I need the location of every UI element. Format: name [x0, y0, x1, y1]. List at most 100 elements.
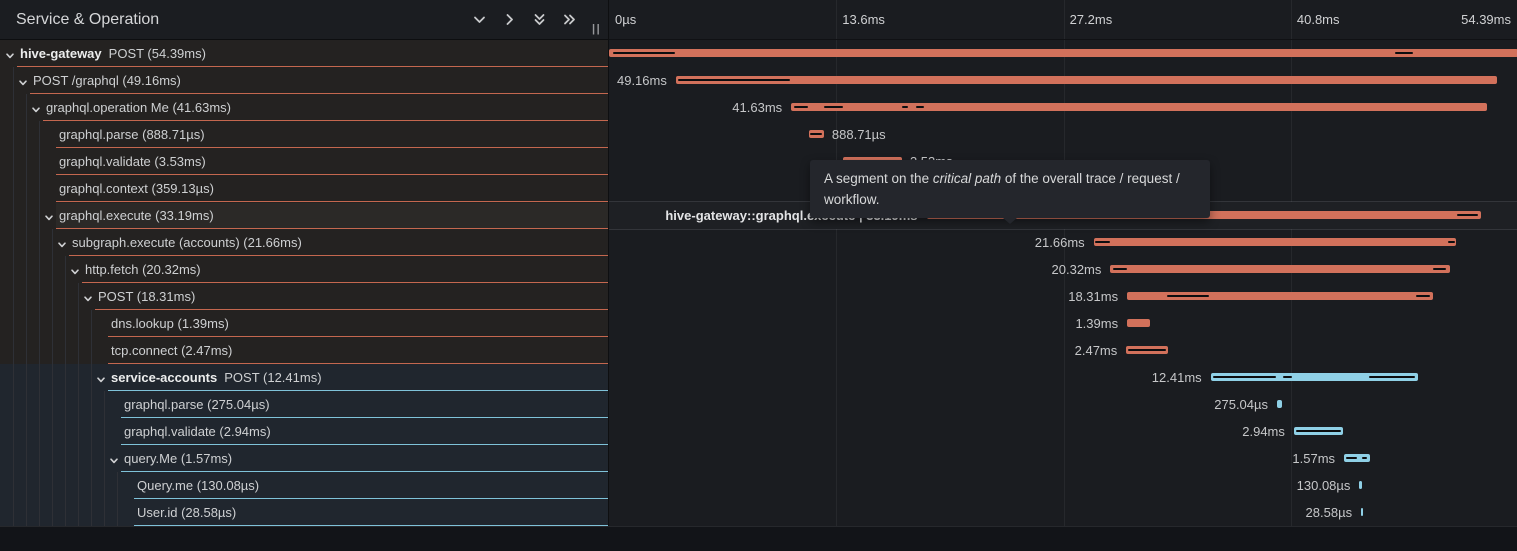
timeline-row-2[interactable]: 41.63ms	[609, 94, 1517, 121]
timeline-row-9[interactable]: 18.31ms	[609, 283, 1517, 310]
timeline-row-17[interactable]: 28.58µs	[609, 499, 1517, 526]
panel-resize-handle[interactable]: ||	[592, 23, 602, 35]
chevron-right-icon[interactable]	[501, 11, 518, 28]
expand-all-icon[interactable]	[561, 11, 578, 28]
row-underline	[134, 498, 608, 499]
row-underline	[56, 228, 608, 229]
tree-row-13[interactable]: graphql.parse (275.04µs)	[0, 391, 608, 418]
tree-row-5[interactable]: graphql.context (359.13µs)	[0, 175, 608, 202]
indent-guide	[26, 94, 27, 121]
indent-guide	[52, 256, 53, 283]
tree-row-4[interactable]: graphql.validate (3.53ms)	[0, 148, 608, 175]
span-bar[interactable]	[1359, 481, 1362, 489]
span-bar[interactable]	[1344, 454, 1371, 462]
critical-path-segment	[1432, 268, 1447, 270]
indent-guide	[78, 310, 79, 337]
span-name-label: service-accounts POST (12.41ms)	[111, 364, 322, 391]
timeline-row-14[interactable]: 2.94ms	[609, 418, 1517, 445]
indent-guide	[39, 229, 40, 256]
timeline-gridline	[1064, 0, 1065, 526]
timeline-gridline	[1291, 0, 1292, 526]
timeline-row-13[interactable]: 275.04µs	[609, 391, 1517, 418]
span-name-label: tcp.connect (2.47ms)	[111, 337, 232, 364]
critical-path-tooltip: A segment on the critical path of the ov…	[810, 160, 1210, 224]
span-bar[interactable]	[1110, 265, 1450, 273]
row-collapse-icon[interactable]	[70, 264, 80, 275]
tooltip-text-emphasis: critical path	[932, 171, 1002, 186]
timeline-row-15[interactable]: 1.57ms	[609, 445, 1517, 472]
tree-row-11[interactable]: tcp.connect (2.47ms)	[0, 337, 608, 364]
operation-name: graphql.operation Me (41.63ms)	[46, 100, 231, 115]
tree-row-9[interactable]: POST (18.31ms)	[0, 283, 608, 310]
indent-guide	[65, 256, 66, 283]
span-bar[interactable]	[1277, 400, 1282, 408]
span-name-label: graphql.parse (888.71µs)	[59, 121, 205, 148]
tree-row-12[interactable]: service-accounts POST (12.41ms)	[0, 364, 608, 391]
indent-guide	[13, 472, 14, 499]
row-collapse-icon[interactable]	[109, 453, 119, 464]
tree-row-16[interactable]: Query.me (130.08µs)	[0, 472, 608, 499]
indent-guide	[65, 337, 66, 364]
span-bar[interactable]	[675, 76, 1498, 84]
indent-guide	[39, 499, 40, 526]
timeline-row-7[interactable]: 21.66ms	[609, 229, 1517, 256]
indent-guide	[65, 283, 66, 310]
tree-row-8[interactable]: http.fetch (20.32ms)	[0, 256, 608, 283]
critical-path-segment	[1213, 376, 1276, 378]
row-collapse-icon[interactable]	[96, 372, 106, 383]
timeline-row-8[interactable]: 20.32ms	[609, 256, 1517, 283]
row-collapse-icon[interactable]	[57, 237, 67, 248]
timeline-row-10[interactable]: 1.39ms	[609, 310, 1517, 337]
timeline-row-1[interactable]: 49.16ms	[609, 67, 1517, 94]
timeline-row-11[interactable]: 2.47ms	[609, 337, 1517, 364]
critical-path-segment	[1167, 295, 1209, 297]
operation-name: graphql.validate (3.53ms)	[59, 154, 206, 169]
row-underline	[95, 309, 608, 310]
span-bar[interactable]	[1361, 508, 1363, 516]
tree-row-3[interactable]: graphql.parse (888.71µs)	[0, 121, 608, 148]
critical-path-segment	[1416, 295, 1431, 297]
timeline-row-3[interactable]: 888.71µs	[609, 121, 1517, 148]
indent-guide	[52, 310, 53, 337]
span-bar[interactable]	[609, 49, 1517, 57]
row-underline	[43, 120, 608, 121]
indent-guide	[13, 202, 14, 229]
tree-row-7[interactable]: subgraph.execute (accounts) (21.66ms)	[0, 229, 608, 256]
chevron-down-icon[interactable]	[471, 11, 488, 28]
tree-row-0[interactable]: hive-gateway POST (54.39ms)	[0, 40, 608, 67]
indent-guide	[26, 418, 27, 445]
row-collapse-icon[interactable]	[83, 291, 93, 302]
indent-guide	[13, 499, 14, 526]
collapse-all-icon[interactable]	[531, 11, 548, 28]
row-collapse-icon[interactable]	[31, 102, 41, 113]
indent-guide	[52, 364, 53, 391]
tree-row-15[interactable]: query.Me (1.57ms)	[0, 445, 608, 472]
tree-row-10[interactable]: dns.lookup (1.39ms)	[0, 310, 608, 337]
indent-guide	[78, 364, 79, 391]
critical-path-segment	[1295, 430, 1341, 432]
span-bar[interactable]	[1127, 319, 1151, 327]
span-bar[interactable]	[1093, 238, 1456, 246]
span-bar[interactable]	[1127, 292, 1434, 300]
tree-row-14[interactable]: graphql.validate (2.94ms)	[0, 418, 608, 445]
tree-row-17[interactable]: User.id (28.58µs)	[0, 499, 608, 526]
span-bar[interactable]	[1210, 373, 1419, 381]
critical-path-segment	[902, 106, 909, 108]
timeline-row-12[interactable]: 12.41ms	[609, 364, 1517, 391]
operation-name: graphql.context (359.13µs)	[59, 181, 214, 196]
span-duration-label: 1.39ms	[1075, 316, 1119, 331]
timeline-row-0[interactable]	[609, 40, 1517, 67]
span-bars: 49.16ms41.63ms888.71µs3.53ms359.13µshive…	[609, 40, 1517, 526]
timeline-row-16[interactable]: 130.08µs	[609, 472, 1517, 499]
row-collapse-icon[interactable]	[18, 75, 28, 86]
tree-row-1[interactable]: POST /graphql (49.16ms)	[0, 67, 608, 94]
row-underline	[121, 471, 608, 472]
span-bar[interactable]	[791, 103, 1487, 111]
tree-row-2[interactable]: graphql.operation Me (41.63ms)	[0, 94, 608, 121]
row-collapse-icon[interactable]	[44, 210, 54, 221]
tree-row-6[interactable]: graphql.execute (33.19ms)	[0, 202, 608, 229]
row-collapse-icon[interactable]	[5, 48, 15, 59]
span-name-label: graphql.context (359.13µs)	[59, 175, 214, 202]
indent-guide	[65, 472, 66, 499]
